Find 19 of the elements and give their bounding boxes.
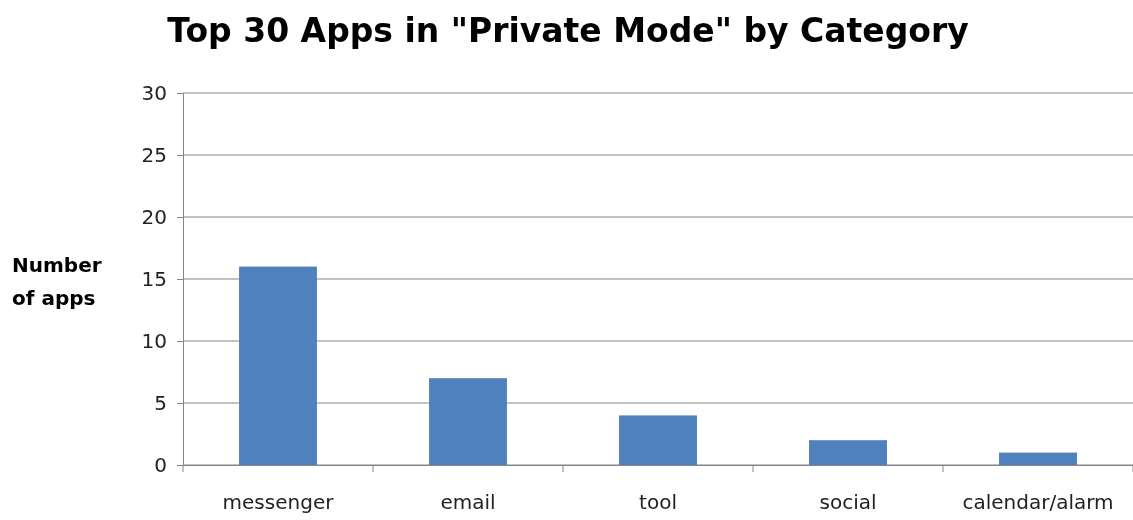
bar xyxy=(999,452,1077,465)
bar xyxy=(619,415,697,465)
y-tick-label: 0 xyxy=(154,452,167,477)
y-tick-label: 30 xyxy=(141,80,167,105)
x-tick-label: messenger xyxy=(222,490,335,515)
x-tick-label: calendar/alarm xyxy=(962,490,1114,515)
y-tick-label: 10 xyxy=(141,328,167,353)
x-tick-label: tool xyxy=(639,490,677,515)
y-tick-label: 5 xyxy=(154,390,167,415)
chart-title: Top 30 Apps in "Private Mode" by Category xyxy=(167,11,969,50)
y-tick-label: 15 xyxy=(141,266,167,291)
x-tick-label: email xyxy=(440,490,496,515)
bar xyxy=(239,266,317,465)
y-tick-label: 20 xyxy=(141,204,167,229)
y-axis-title: Number of apps xyxy=(12,253,102,310)
bar xyxy=(429,378,507,465)
y-tick-label: 25 xyxy=(141,142,167,167)
x-tick-label: social xyxy=(819,490,877,515)
bar xyxy=(809,440,887,465)
